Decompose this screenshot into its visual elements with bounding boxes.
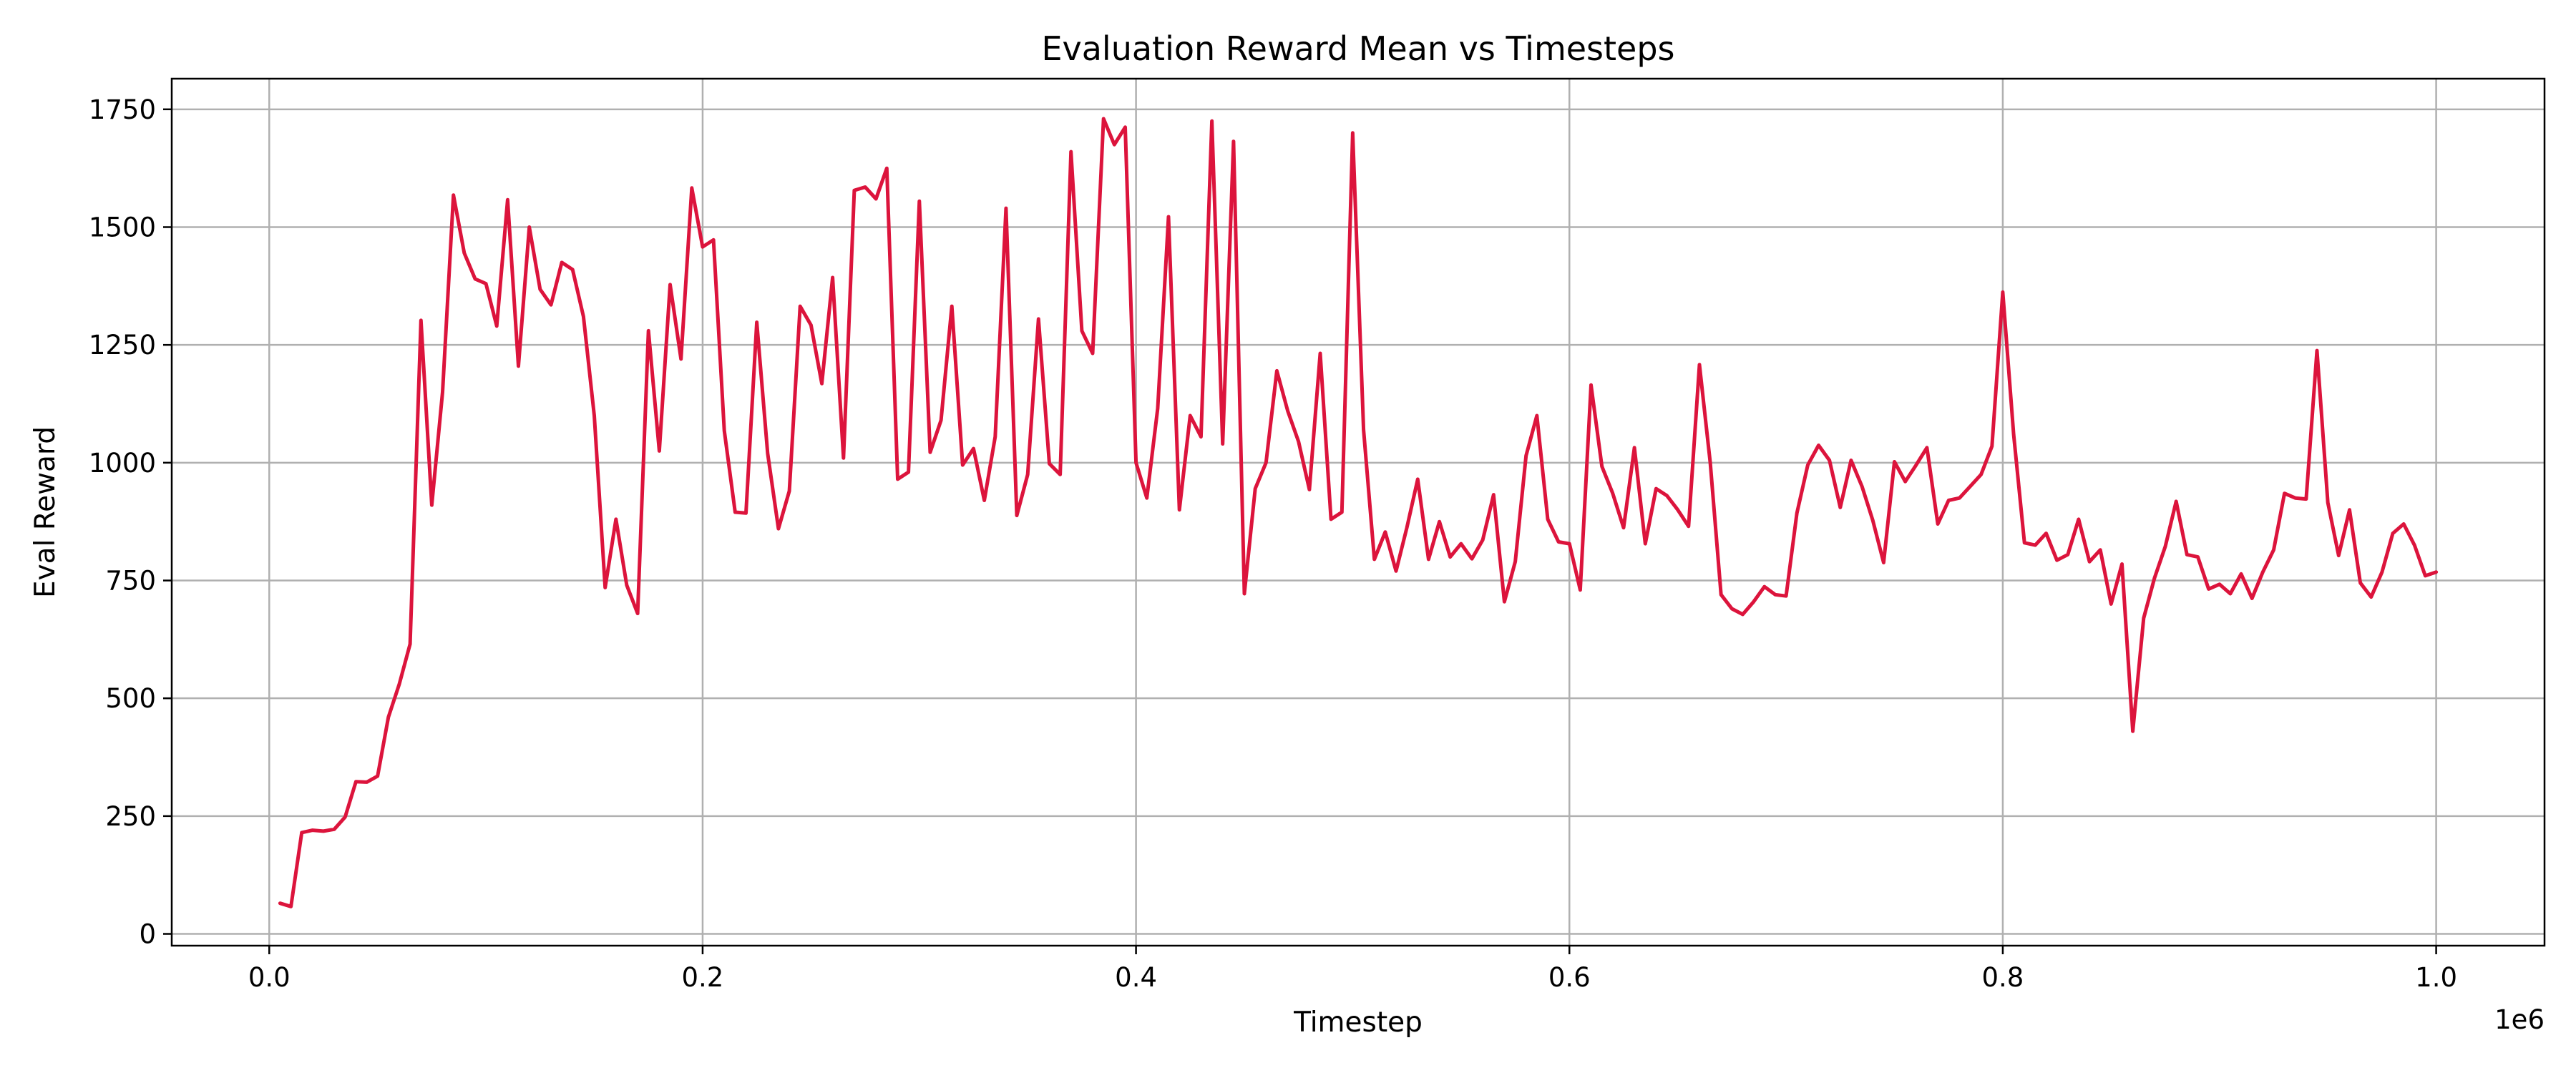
series-layer [278,117,2439,908]
y-tick-label: 500 [105,683,156,714]
y-tick-label: 1750 [89,94,156,125]
y-tick-label: 0 [139,919,156,950]
y-tick-label: 750 [105,566,156,597]
x-tick-label: 0.2 [682,962,724,993]
y-axis-label: Eval Reward [29,426,62,598]
plot-frame [170,77,2546,947]
x-tick-label: 0.6 [1548,962,1591,993]
y-tick-label: 1000 [89,448,156,479]
x-tick-label: 1.0 [2415,962,2457,993]
y-tick-label: 250 [105,801,156,832]
x-axis-ticks: 0.0 0.2 0.4 0.6 0.8 1.0 [248,946,2457,993]
grid-lines [172,79,2545,946]
x-tick-label: 0.4 [1115,962,1157,993]
series-line [278,117,2439,908]
x-axis-multiplier: 1e6 [2494,1004,2545,1035]
chart-title: Evaluation Reward Mean vs Timesteps [1041,29,1674,68]
y-tick-label: 1500 [89,212,156,242]
x-tick-label: 0.8 [1982,962,2024,993]
y-axis-ticks: 0 250 500 750 1000 1250 1500 1750 [89,94,172,950]
x-tick-label: 0.0 [248,962,291,993]
y-tick-label: 1250 [89,330,156,361]
x-axis-label: Timestep [1293,1006,1423,1039]
